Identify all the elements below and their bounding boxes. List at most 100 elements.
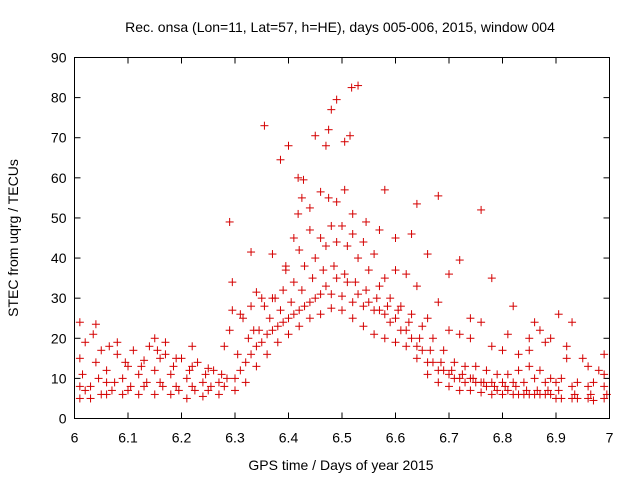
- data-point: [284, 141, 293, 150]
- data-point: [370, 330, 379, 339]
- data-point: [487, 378, 496, 387]
- data-point: [327, 105, 336, 114]
- y-tick-label: 0: [59, 411, 67, 427]
- data-point: [222, 374, 231, 383]
- data-point: [509, 378, 518, 387]
- data-point: [340, 270, 349, 279]
- data-point: [519, 378, 528, 387]
- data-point: [305, 298, 314, 307]
- data-point: [362, 286, 371, 295]
- data-point: [97, 346, 106, 355]
- data-point: [498, 346, 507, 355]
- data-point: [543, 386, 552, 395]
- data-point: [295, 246, 304, 255]
- data-point: [530, 374, 539, 383]
- data-point: [525, 346, 534, 355]
- data-point: [501, 382, 510, 391]
- data-point: [153, 346, 162, 355]
- x-tick-label: 7: [606, 430, 614, 446]
- data-point: [375, 225, 384, 234]
- y-tick-label: 30: [51, 290, 67, 306]
- data-point: [340, 137, 349, 146]
- data-point: [407, 229, 416, 238]
- data-point: [477, 318, 486, 327]
- data-point: [487, 390, 496, 399]
- data-point: [332, 197, 341, 206]
- data-point: [231, 374, 239, 383]
- data-point: [391, 314, 400, 323]
- data-point: [394, 306, 403, 315]
- data-point: [124, 362, 132, 371]
- data-point: [75, 382, 84, 391]
- data-point: [140, 382, 149, 391]
- data-point: [589, 396, 598, 405]
- data-point: [91, 320, 100, 329]
- data-point: [380, 310, 389, 319]
- data-point: [201, 370, 210, 379]
- x-tick-label: 6.4: [279, 430, 299, 446]
- data-point: [557, 374, 566, 383]
- data-point: [231, 386, 239, 395]
- data-point: [445, 270, 453, 279]
- data-point: [273, 322, 282, 331]
- data-point: [241, 358, 250, 367]
- data-point: [305, 225, 314, 234]
- data-point: [81, 386, 90, 395]
- data-point: [161, 338, 170, 347]
- data-point: [471, 362, 480, 371]
- data-point: [239, 314, 248, 323]
- data-point: [423, 314, 432, 323]
- data-point: [311, 254, 320, 263]
- data-point: [552, 378, 560, 387]
- data-point: [75, 394, 84, 403]
- data-point: [586, 390, 595, 399]
- data-point: [434, 191, 443, 200]
- data-point: [252, 342, 261, 351]
- data-point: [279, 286, 288, 295]
- data-point: [423, 250, 432, 259]
- data-point: [359, 302, 368, 311]
- data-point: [445, 370, 453, 379]
- data-point: [319, 266, 328, 275]
- data-point: [289, 310, 298, 319]
- data-point: [300, 302, 309, 311]
- data-point: [554, 310, 563, 319]
- data-point: [348, 298, 357, 307]
- data-point: [233, 350, 242, 359]
- data-point: [217, 370, 226, 379]
- data-point: [525, 390, 534, 399]
- data-point: [137, 362, 146, 371]
- data-point: [530, 318, 539, 327]
- data-point: [177, 354, 186, 363]
- data-point: [214, 390, 223, 399]
- data-point: [276, 306, 285, 315]
- data-point: [466, 334, 475, 343]
- data-point: [412, 199, 421, 208]
- data-point: [142, 378, 151, 387]
- data-point: [589, 378, 598, 387]
- data-point: [348, 209, 357, 218]
- data-point: [169, 362, 178, 371]
- data-point: [188, 382, 197, 391]
- data-point: [455, 330, 464, 339]
- data-point: [172, 382, 181, 391]
- data-point: [498, 378, 507, 387]
- data-point: [324, 193, 333, 202]
- data-point: [305, 314, 314, 323]
- data-point: [372, 294, 381, 303]
- data-point: [359, 322, 368, 331]
- data-point: [321, 282, 330, 291]
- data-point: [354, 290, 363, 299]
- data-point: [450, 358, 459, 367]
- data-point: [461, 362, 470, 371]
- data-point: [525, 362, 534, 371]
- data-point: [198, 378, 207, 387]
- data-point: [78, 370, 87, 379]
- data-point: [260, 121, 269, 130]
- data-point: [299, 175, 308, 184]
- data-point: [97, 390, 106, 399]
- data-point: [380, 334, 389, 343]
- y-tick-label: 90: [51, 50, 67, 66]
- data-point: [252, 362, 261, 371]
- y-axis-label: STEC from uqrg / TECUs: [5, 159, 21, 317]
